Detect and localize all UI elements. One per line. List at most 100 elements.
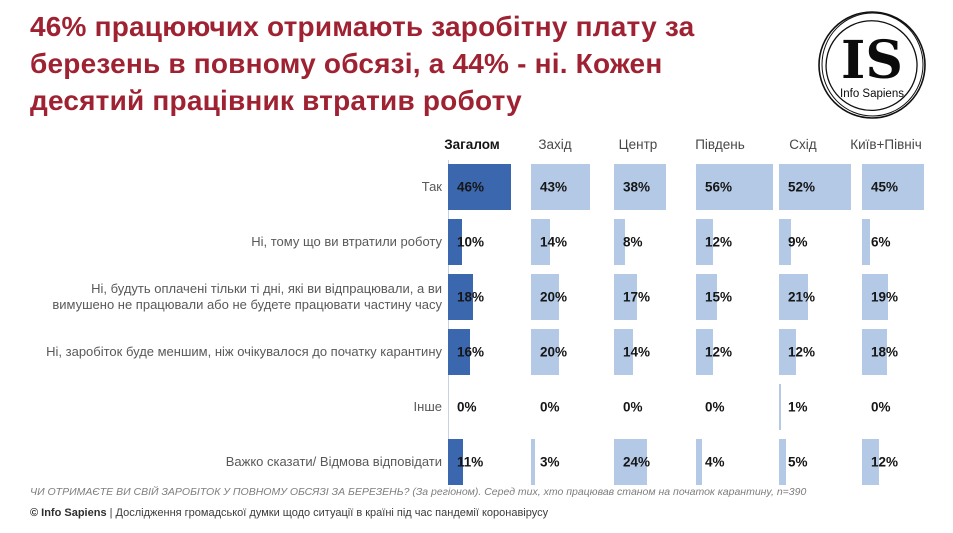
- value-label: 10%: [457, 234, 485, 249]
- bar: [696, 163, 773, 210]
- bar: [448, 218, 462, 265]
- value-label: 12%: [705, 234, 733, 249]
- column-header-3: Центр: [618, 137, 658, 152]
- value-label: 0%: [871, 399, 891, 414]
- value-label: 52%: [788, 179, 816, 194]
- bar: [531, 163, 590, 210]
- row-label: Ні, тому що ви втратили роботу: [251, 233, 442, 249]
- value-label: 43%: [540, 179, 568, 194]
- value-label: 18%: [457, 289, 485, 304]
- row-label: Важко сказати/ Відмова відповідати: [225, 453, 442, 469]
- page-title: 46% працюючих отримають заробітну плату …: [30, 8, 800, 119]
- row-label: Ні, заробіток буде меншим, ніж очікувало…: [46, 343, 442, 359]
- bar: [779, 383, 781, 430]
- bar: [696, 218, 713, 265]
- value-label: 12%: [788, 344, 816, 359]
- value-label: 56%: [705, 179, 733, 194]
- logo-circle-icon: IS Info Sapiens: [818, 11, 926, 119]
- value-label: 6%: [871, 234, 891, 249]
- value-label: 11%: [457, 454, 484, 469]
- value-label: 45%: [871, 179, 899, 194]
- value-label: 8%: [623, 234, 643, 249]
- bar: [696, 328, 713, 375]
- chart-rows: Так 46% 43% 38% 56% 52% 45% Ні, тому що ви втра…: [0, 159, 953, 489]
- footer-separator: |: [106, 507, 116, 519]
- chart-row-1: Так 46% 43% 38% 56% 52% 45%: [0, 159, 953, 214]
- bar: [531, 273, 559, 320]
- bar: [779, 163, 851, 210]
- bar: [779, 438, 786, 485]
- value-label: 20%: [540, 344, 568, 359]
- value-label: 9%: [788, 234, 808, 249]
- svg-text:Info Sapiens: Info Sapiens: [840, 88, 904, 100]
- value-label: 17%: [623, 289, 651, 304]
- column-header-6: Київ+Північ: [850, 137, 922, 152]
- value-label: 0%: [623, 399, 643, 414]
- chart-row-2: Ні, тому що ви втратили роботу 10% 14% 8% 12…: [0, 214, 953, 269]
- bar: [862, 438, 879, 485]
- chart-axis-line: [448, 160, 449, 484]
- bar: [614, 163, 666, 210]
- value-label: 21%: [788, 289, 816, 304]
- svg-text:IS: IS: [841, 30, 903, 91]
- value-label: 38%: [623, 179, 651, 194]
- footnote: ЧИ ОТРИМАЄТЕ ВИ СВІЙ ЗАРОБІТОК У ПОВНОМУ…: [30, 486, 807, 498]
- bar: [448, 438, 463, 485]
- chart-row-5: Інше 0% 0% 0% 0% 1% 0%: [0, 379, 953, 434]
- value-label: 19%: [871, 289, 899, 304]
- bar: [779, 218, 791, 265]
- row-label: Інше: [413, 398, 442, 414]
- row-label: Так: [421, 178, 442, 194]
- value-label: 24%: [623, 454, 651, 469]
- bar: [862, 163, 924, 210]
- column-header-1: Загалом: [444, 137, 500, 152]
- value-label: 0%: [705, 399, 725, 414]
- chart-row-4: Ні, заробіток буде меншим, ніж очікувало…: [0, 324, 953, 379]
- bar: [614, 438, 647, 485]
- value-label: 5%: [788, 454, 808, 469]
- bar: [448, 163, 511, 210]
- bar: [614, 218, 625, 265]
- bar: [614, 328, 633, 375]
- bar: [862, 273, 888, 320]
- value-label: 3%: [540, 454, 560, 469]
- bar: [531, 218, 550, 265]
- bar: [779, 328, 796, 375]
- value-label: 0%: [457, 399, 477, 414]
- row-label: Ні, будуть оплачені тільки ті дні, які в…: [52, 280, 442, 312]
- title-line-1: 46% працюючих отримають заробітну плату …: [30, 11, 695, 42]
- bar: [862, 328, 887, 375]
- value-label: 14%: [623, 344, 651, 359]
- value-label: 4%: [705, 454, 725, 469]
- bar: [696, 273, 717, 320]
- bar: [531, 328, 559, 375]
- value-label: 20%: [540, 289, 568, 304]
- value-label: 15%: [705, 289, 733, 304]
- footer-text: Дослідження громадської думки щодо ситуа…: [115, 507, 549, 519]
- column-header-5: Схід: [789, 137, 817, 152]
- value-label: 1%: [788, 399, 808, 414]
- value-label: 0%: [540, 399, 560, 414]
- chart-row-6: Важко сказати/ Відмова відповідати 11% 3% 2…: [0, 434, 953, 489]
- column-header-2: Захід: [538, 137, 572, 152]
- bar: [531, 438, 535, 485]
- bar: [862, 218, 870, 265]
- bar: [614, 273, 637, 320]
- value-label: 12%: [705, 344, 733, 359]
- value-label: 12%: [871, 454, 899, 469]
- value-label: 14%: [540, 234, 568, 249]
- bar: [779, 273, 808, 320]
- title-line-3: десятий працівник втратив роботу: [30, 85, 522, 116]
- footer-brand: © Info Sapiens: [30, 507, 107, 519]
- bar: [696, 438, 702, 485]
- title-line-2: березень в повному обсязі, а 44% - ні. К…: [30, 48, 663, 79]
- info-sapiens-logo: IS Info Sapiens: [816, 8, 928, 120]
- value-label: 46%: [457, 179, 485, 194]
- footer: © Info Sapiens | Дослідження громадської…: [30, 507, 930, 519]
- value-label: 18%: [871, 344, 899, 359]
- value-label: 16%: [457, 344, 485, 359]
- bar: [448, 273, 473, 320]
- column-header-4: Південь: [695, 137, 745, 152]
